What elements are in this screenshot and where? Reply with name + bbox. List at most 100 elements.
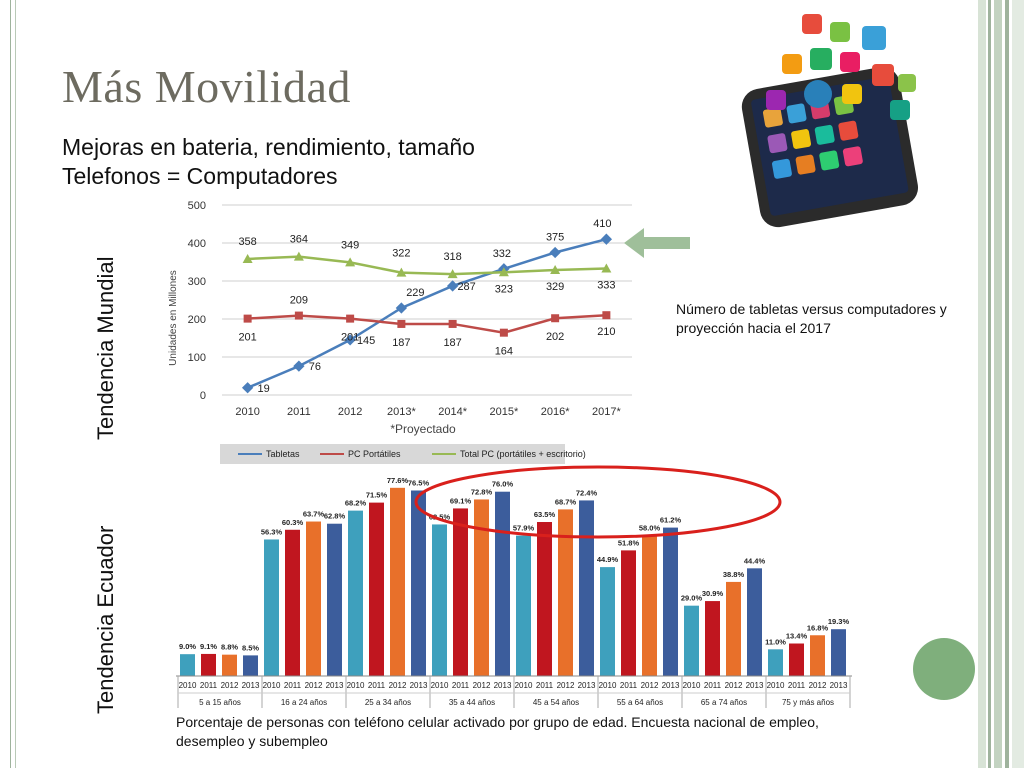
data-label: 364	[290, 234, 308, 246]
y-tick-label: 300	[188, 276, 206, 288]
bar-value-label: 58.0%	[639, 523, 661, 532]
bar	[831, 629, 846, 676]
bar	[537, 522, 552, 676]
bar	[642, 535, 657, 676]
bar-value-label: 76.0%	[492, 480, 514, 489]
bar	[684, 605, 699, 676]
year-tick-label: 2012	[221, 681, 239, 690]
data-point	[550, 264, 561, 274]
bar-value-label: 16.8%	[807, 623, 829, 632]
bar	[579, 500, 594, 676]
data-label: 145	[357, 335, 375, 347]
data-label: 210	[597, 326, 615, 338]
x-tick-label: 2013*	[387, 406, 416, 418]
bar	[390, 487, 405, 676]
bar-value-label: 44.9%	[597, 555, 619, 564]
y-tick-label: 100	[188, 352, 206, 364]
bar	[411, 490, 426, 676]
year-tick-label: 2011	[704, 681, 722, 690]
data-point	[395, 302, 408, 314]
highlight-ellipse	[414, 465, 782, 539]
data-point	[241, 382, 254, 394]
bar-value-label: 56.3%	[261, 527, 283, 536]
data-point	[346, 314, 355, 323]
data-label: 229	[406, 287, 424, 299]
data-point	[602, 311, 611, 320]
bar	[348, 510, 363, 676]
green-arrow-icon	[624, 228, 690, 258]
slide-title: Más Movilidad	[62, 61, 351, 112]
bar	[369, 502, 384, 676]
age-group-label: 45 a 54 años	[533, 698, 579, 707]
ecuador-bar-chart: 9.0% 9.1% 8.8% 8.5% 56.3%60.3%63.7% 62.8% 68.2…	[176, 465, 852, 708]
bar-value-label: 9.1%	[200, 642, 217, 651]
year-tick-label: 2010	[179, 681, 197, 690]
year-tick-label: 2012	[389, 681, 407, 690]
year-tick-label: 2012	[473, 681, 491, 690]
label-tendencia-ecuador: Tendencia Ecuador	[93, 525, 118, 714]
bar	[495, 491, 510, 676]
bar	[621, 550, 636, 676]
bar-value-label: 63.7%	[303, 510, 325, 519]
year-tick-label: 2011	[620, 681, 638, 690]
year-tick-label: 2013	[578, 681, 596, 690]
data-label: 318	[443, 251, 461, 263]
x-tick-label: 2016*	[541, 406, 570, 418]
data-label: 322	[392, 248, 410, 260]
data-label: 410	[593, 218, 611, 230]
bar	[558, 509, 573, 676]
bar	[180, 654, 195, 676]
data-label: 329	[546, 281, 564, 293]
data-label: 187	[392, 337, 410, 349]
data-label: 287	[457, 281, 475, 293]
bar-value-label: 77.6%	[387, 476, 409, 485]
bar	[432, 524, 447, 676]
x-tick-label: 2015*	[489, 406, 518, 418]
bar	[201, 653, 216, 676]
bar-value-label: 60.3%	[282, 518, 304, 527]
bar-value-label: 61.2%	[660, 516, 682, 525]
age-group-label: 35 a 44 años	[449, 698, 495, 707]
bar-value-label: 11.0%	[765, 637, 786, 646]
age-group-label: 65 a 74 años	[701, 698, 747, 707]
year-tick-label: 2010	[599, 681, 617, 690]
data-label: 202	[546, 331, 564, 343]
bar-value-label: 69.1%	[450, 496, 472, 505]
data-point	[498, 267, 509, 277]
phone-apps-illustration	[741, 14, 919, 228]
bar	[453, 508, 468, 676]
series-line	[247, 313, 607, 334]
year-tick-label: 2013	[494, 681, 512, 690]
bar	[789, 643, 804, 676]
bar-value-label: 38.8%	[723, 570, 745, 579]
year-tick-label: 2012	[809, 681, 827, 690]
age-group-label: 75 y más años	[782, 698, 834, 707]
left-frame-line	[10, 0, 11, 768]
data-label: 358	[238, 236, 256, 248]
y-tick-label: 500	[188, 200, 206, 212]
data-label: 332	[493, 248, 511, 260]
data-point	[294, 311, 303, 320]
data-point	[345, 257, 356, 267]
age-group-label: 25 a 34 años	[365, 698, 411, 707]
legend-entry: Total PC (portátiles + escritorio)	[460, 449, 586, 459]
year-tick-label: 2011	[452, 681, 470, 690]
y-axis-label: Unidades en Millones	[168, 270, 179, 366]
bar	[726, 581, 741, 676]
data-point	[293, 251, 304, 261]
year-tick-label: 2013	[410, 681, 428, 690]
bar	[663, 527, 678, 676]
x-axis-note: *Proyectado	[390, 422, 456, 436]
bar-value-label: 8.8%	[221, 643, 238, 652]
x-tick-label: 2011	[287, 406, 311, 418]
year-tick-label: 2012	[305, 681, 323, 690]
data-point	[499, 328, 508, 337]
year-tick-label: 2011	[536, 681, 554, 690]
right-decor-stripes	[978, 0, 1024, 768]
year-tick-label: 2011	[368, 681, 386, 690]
x-tick-label: 2014*	[438, 406, 467, 418]
ecuador-chart-note: Porcentaje de personas con teléfono celu…	[176, 714, 819, 749]
bar	[768, 649, 783, 676]
data-point	[243, 314, 252, 323]
year-tick-label: 2010	[347, 681, 365, 690]
